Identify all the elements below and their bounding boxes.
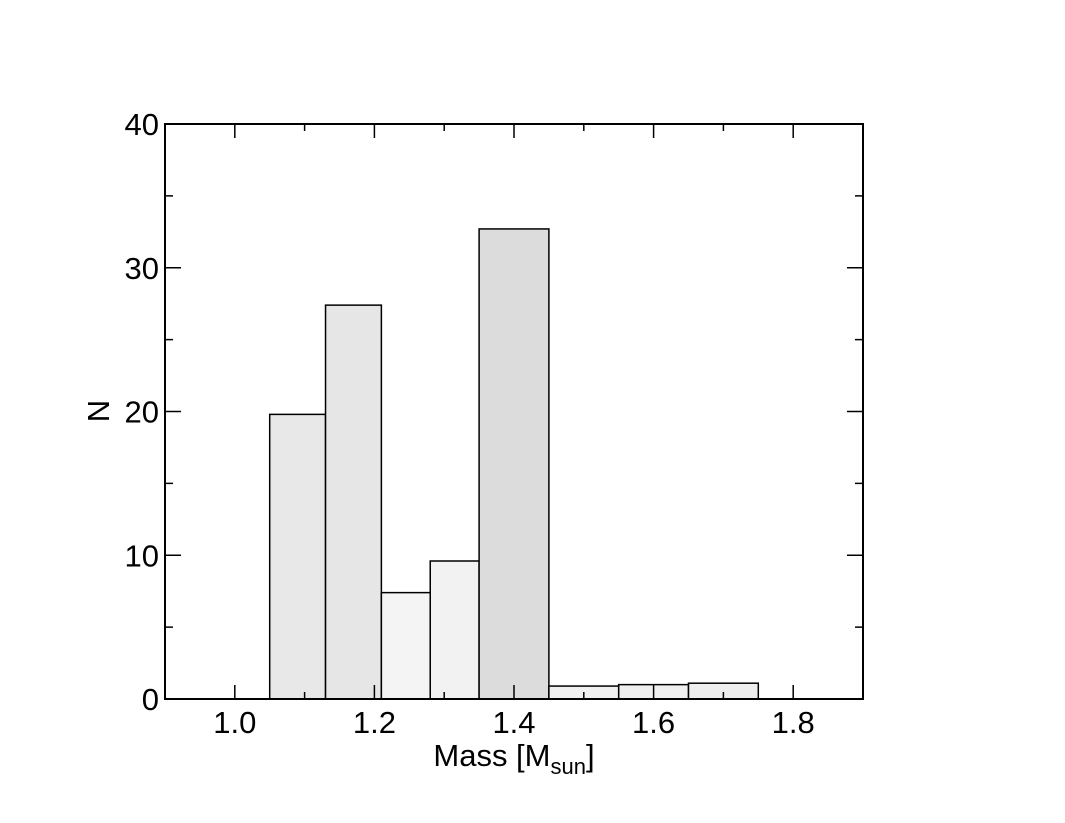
tick-labels-group: 1.0 1.2 1.4 1.6 1.8 0 10 20 30 40 — [125, 107, 815, 740]
histogram-bar-1 — [268, 413, 327, 700]
histogram-bar-3 — [380, 591, 431, 700]
x-tick-label: 1.4 — [492, 705, 535, 740]
x-tick-label: 1.2 — [353, 705, 396, 740]
x-tick-label: 1.8 — [772, 705, 815, 740]
y-axis-label: N — [81, 400, 116, 422]
histogram-bar-4 — [429, 560, 480, 700]
y-tick-label: 30 — [125, 251, 159, 286]
histogram-bar-2 — [324, 304, 383, 700]
ticks-group — [164, 123, 864, 700]
x-axis-label-close: ] — [586, 738, 595, 773]
x-axis-label-main: Mass [M — [433, 738, 550, 773]
x-axis-label: Mass [Msun] — [433, 738, 594, 779]
bars-group — [268, 228, 760, 700]
y-tick-label: 40 — [125, 107, 159, 142]
y-tick-label: 0 — [142, 682, 159, 717]
histogram-bar-5 — [478, 228, 550, 700]
y-tick-label: 10 — [125, 538, 159, 573]
x-tick-label: 1.6 — [632, 705, 675, 740]
x-axis-label-subscript: sun — [551, 754, 586, 779]
x-tick-label: 1.0 — [213, 705, 256, 740]
y-tick-label: 20 — [125, 395, 159, 430]
